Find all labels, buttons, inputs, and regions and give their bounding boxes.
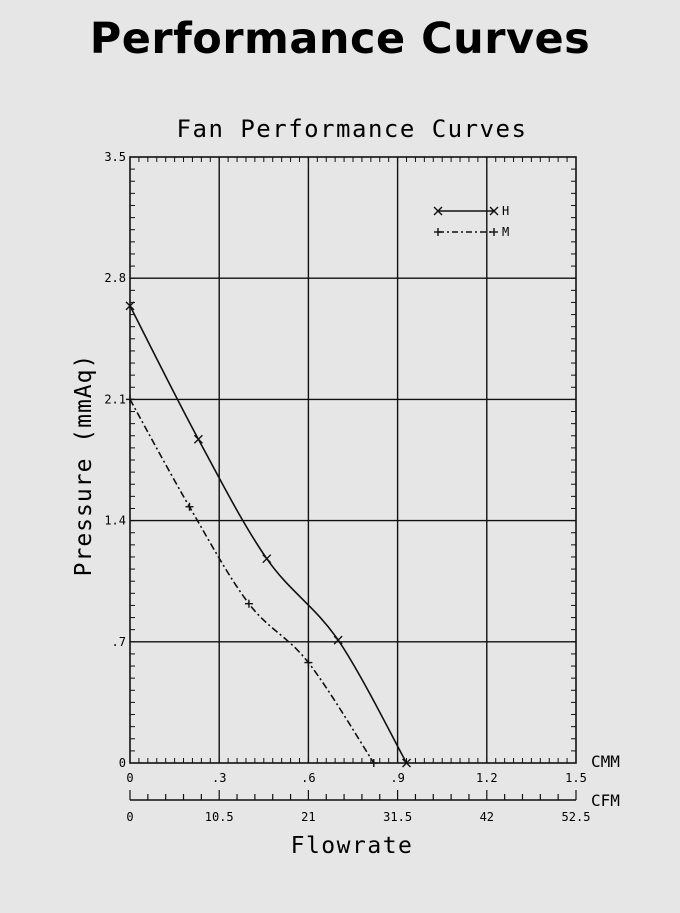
- grid: [129, 156, 577, 764]
- y-tick-label: 2.8: [104, 271, 126, 285]
- x-tick-label: 1.5: [565, 771, 587, 785]
- x2-tick-label: 52.5: [562, 810, 591, 824]
- series-point-m: [304, 658, 313, 667]
- series-point-h: [193, 434, 203, 444]
- marker-stroke: [333, 635, 343, 645]
- x-axis-unit-cmm: CMM: [591, 752, 620, 771]
- x-axis-label: Flowrate: [291, 833, 414, 859]
- x2-tick-label: 10.5: [205, 810, 234, 824]
- marker-stroke: [433, 206, 443, 216]
- series-line-h: [129, 305, 408, 764]
- legend: HM: [433, 204, 509, 239]
- y-tick-label: 1.4: [104, 514, 126, 528]
- x2-tick-label: 42: [480, 810, 494, 824]
- series-line-m: [129, 399, 375, 764]
- x-tick-label: .9: [390, 771, 404, 785]
- y-tick-label: .7: [112, 635, 126, 649]
- marker-stroke: [193, 434, 203, 444]
- axes: 0 .7 1.4 2.1 2.8 3.5 0 .3 .6 .9 1.2 1.5 0 10.5 21 31.5 4…: [104, 150, 590, 824]
- marker-stroke: [125, 301, 135, 311]
- x-tick-label: .6: [301, 771, 315, 785]
- series: [125, 301, 412, 768]
- marker-stroke: [262, 554, 272, 564]
- series-point-m: [126, 395, 134, 404]
- series-point-m: [244, 599, 253, 608]
- legend-marker-m: [490, 228, 498, 236]
- x-tick-label: 0: [126, 771, 133, 785]
- series-point-h: [333, 635, 343, 645]
- y-tick-label: 2.1: [104, 392, 126, 406]
- series-point-m: [369, 759, 378, 767]
- series-point-h: [125, 301, 135, 311]
- series-point-m: [185, 502, 194, 511]
- marker-stroke: [489, 206, 499, 216]
- legend-label-m: M: [502, 225, 509, 239]
- x2-tick-label: 21: [301, 810, 315, 824]
- legend-label-h: H: [502, 204, 509, 218]
- series-point-h: [402, 758, 412, 768]
- y-axis-label: Pressure (mmAq): [71, 354, 97, 577]
- y-tick-label: 3.5: [104, 150, 126, 164]
- legend-marker-h: [433, 206, 443, 216]
- chart-title: Fan Performance Curves: [177, 115, 528, 143]
- y-tick-label: 0: [119, 756, 126, 770]
- x-axis-unit-cfm: CFM: [591, 791, 620, 810]
- plot-frame: [129, 156, 577, 764]
- x2-tick-label: 0: [126, 810, 133, 824]
- x-tick-label: 1.2: [476, 771, 498, 785]
- legend-marker-m: [434, 228, 442, 236]
- legend-marker-h: [489, 206, 499, 216]
- page-title: Performance Curves: [89, 14, 591, 64]
- marker-stroke: [402, 758, 412, 768]
- x-tick-label: .3: [212, 771, 226, 785]
- x2-tick-label: 31.5: [383, 810, 412, 824]
- series-point-h: [262, 554, 272, 564]
